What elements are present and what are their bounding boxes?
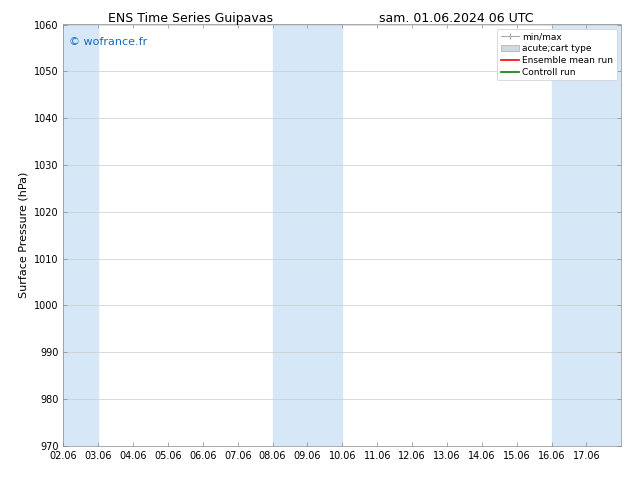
Text: sam. 01.06.2024 06 UTC: sam. 01.06.2024 06 UTC [379, 12, 534, 25]
Title: ENS Time Series Guipavas          sam. 01.06.2024 06 UTC: ENS Time Series Guipavas sam. 01.06.2024… [0, 489, 1, 490]
Text: © wofrance.fr: © wofrance.fr [69, 37, 147, 47]
Y-axis label: Surface Pressure (hPa): Surface Pressure (hPa) [18, 172, 29, 298]
Legend: min/max, acute;cart type, Ensemble mean run, Controll run: min/max, acute;cart type, Ensemble mean … [497, 29, 617, 80]
Text: ENS Time Series Guipavas: ENS Time Series Guipavas [108, 12, 273, 25]
Bar [552, 24, 621, 446]
Bar [63, 24, 98, 446]
Bar [273, 24, 342, 446]
